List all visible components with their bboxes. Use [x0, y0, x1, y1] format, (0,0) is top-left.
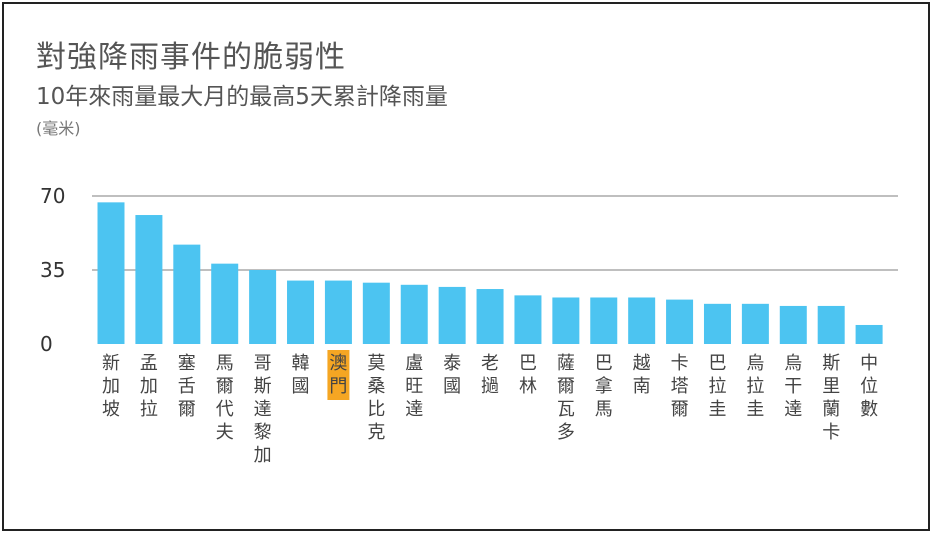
- category-label-text: 巴拉圭: [708, 353, 726, 420]
- bar: [855, 324, 883, 344]
- category-label-text: 哥斯達黎加: [254, 353, 272, 466]
- category-label: 斯里蘭卡: [822, 353, 840, 443]
- bar: [173, 244, 201, 344]
- category-label: 馬爾代夫: [216, 353, 234, 443]
- category-label: 哥斯達黎加: [254, 353, 272, 466]
- category-label-text: 中位數: [860, 353, 878, 420]
- y-tick-label: 35: [40, 258, 65, 282]
- category-label-text: 莫桑比克: [367, 353, 385, 443]
- category-label: 塞舌爾: [178, 353, 196, 420]
- y-tick-label: 0: [40, 332, 53, 356]
- category-label: 烏拉圭: [746, 353, 764, 420]
- category-label-text: 韓國: [292, 353, 310, 397]
- category-label: 老撾: [481, 353, 499, 397]
- category-label: 烏干達: [784, 353, 802, 420]
- bar: [135, 215, 163, 344]
- category-label-text: 斯里蘭卡: [822, 353, 840, 443]
- category-label-text: 薩爾瓦多: [557, 353, 575, 443]
- category-label-text: 巴林: [519, 353, 537, 397]
- bar: [249, 270, 277, 344]
- category-label-text: 新加坡: [102, 353, 120, 420]
- category-label: 澳門: [327, 350, 350, 400]
- bar: [779, 305, 807, 344]
- category-label: 韓國: [292, 353, 310, 397]
- category-label-text: 澳門: [329, 353, 347, 397]
- category-label-text: 巴拿馬: [595, 353, 613, 420]
- category-label: 泰國: [443, 353, 461, 397]
- category-label: 莫桑比克: [367, 353, 385, 443]
- category-label: 卡塔爾: [671, 353, 689, 420]
- category-label: 孟加拉: [140, 353, 158, 420]
- y-tick-labels: 0 35 70: [40, 184, 65, 356]
- bar: [362, 282, 390, 344]
- gridlines: [92, 195, 898, 271]
- bar: [476, 289, 504, 344]
- category-label: 新加坡: [102, 353, 120, 420]
- category-label-text: 老撾: [481, 353, 499, 397]
- bar: [703, 303, 731, 344]
- category-label-text: 卡塔爾: [671, 353, 689, 420]
- bar: [287, 280, 315, 344]
- bar: [514, 295, 542, 344]
- bar: [552, 297, 580, 344]
- bar: [741, 303, 769, 344]
- category-label: 越南: [633, 353, 651, 397]
- chart-subtitle: 10年來雨量最大月的最高5天累計降雨量: [36, 84, 448, 110]
- category-label: 巴拿馬: [595, 353, 613, 420]
- bar: [628, 297, 656, 344]
- category-label-text: 塞舌爾: [178, 353, 196, 420]
- y-axis-unit: (毫米): [36, 119, 81, 138]
- category-label-text: 烏干達: [784, 353, 802, 420]
- bar: [324, 280, 352, 344]
- chart-title: 對強降雨事件的脆弱性: [36, 40, 346, 75]
- bar: [211, 263, 239, 344]
- bar: [817, 305, 845, 344]
- category-label: 薩爾瓦多: [557, 353, 575, 443]
- category-label-text: 越南: [633, 353, 651, 397]
- category-label-text: 馬爾代夫: [216, 353, 234, 443]
- bar: [666, 299, 694, 344]
- bar: [97, 202, 125, 344]
- bar: [400, 284, 428, 344]
- bars: [97, 202, 883, 344]
- highlight-marker: [327, 350, 350, 400]
- category-label: 盧旺達: [405, 353, 423, 420]
- category-label-text: 泰國: [443, 353, 461, 397]
- category-label-text: 烏拉圭: [746, 353, 764, 420]
- category-label-text: 盧旺達: [405, 353, 423, 420]
- y-tick-label: 70: [40, 184, 65, 208]
- bar: [590, 297, 618, 344]
- category-label-text: 孟加拉: [140, 353, 158, 420]
- category-label: 中位數: [860, 353, 878, 420]
- bar: [438, 286, 466, 344]
- category-label: 巴林: [519, 353, 537, 397]
- category-label: 巴拉圭: [708, 353, 726, 420]
